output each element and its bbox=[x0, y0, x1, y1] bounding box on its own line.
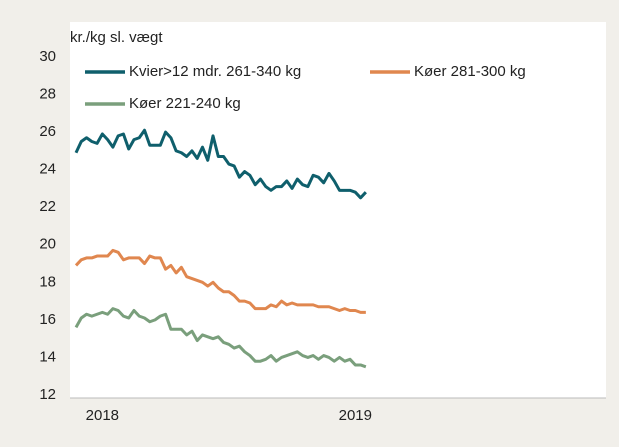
series-line bbox=[74, 128, 367, 200]
y-tick-label: 24 bbox=[39, 161, 56, 178]
y-tick-label: 18 bbox=[39, 273, 56, 290]
x-tick-label: 2018 bbox=[86, 407, 119, 424]
legend-label: Køer 221-240 kg bbox=[129, 95, 241, 112]
y-axis-label: kr./kg sl. vægt bbox=[70, 29, 163, 46]
series-line bbox=[74, 307, 367, 369]
y-tick-label: 30 bbox=[39, 48, 56, 65]
y-tick-label: 20 bbox=[39, 236, 56, 253]
y-tick-label: 22 bbox=[39, 198, 56, 215]
legend-label: Kvier>12 mdr. 261-340 kg bbox=[129, 63, 301, 80]
y-tick-label: 16 bbox=[39, 311, 56, 328]
x-tick-label: 2019 bbox=[339, 407, 372, 424]
y-tick-label: 12 bbox=[39, 386, 56, 403]
series-line bbox=[74, 248, 366, 314]
legend-label: Køer 281-300 kg bbox=[414, 63, 526, 80]
plot-area bbox=[70, 22, 606, 398]
y-tick-label: 14 bbox=[39, 348, 56, 365]
y-tick-label: 26 bbox=[39, 123, 56, 140]
y-tick-label: 28 bbox=[39, 86, 56, 103]
